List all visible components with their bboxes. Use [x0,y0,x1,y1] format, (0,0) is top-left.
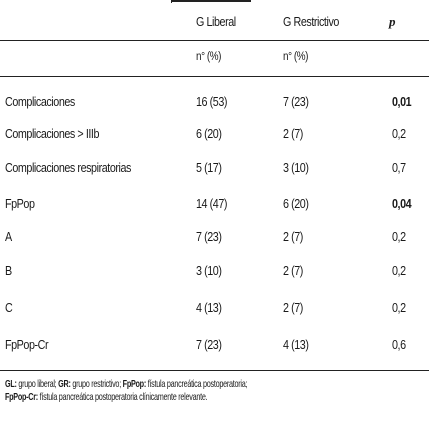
header-g-liberal: G Liberal [196,15,236,29]
value-p: 0,6 [392,338,406,352]
footnote-abbreviation: FpPop: [122,378,147,390]
footnote-definition: fístula pancreática postoperatoria clíni… [37,391,208,403]
value-restrictivo: 2 (7) [283,301,303,315]
row-label: Complicaciones [5,95,75,109]
value-liberal: 14 (47) [196,197,228,211]
value-liberal: 5 (17) [196,161,222,175]
value-liberal: 7 (23) [196,338,222,352]
top-stub-divider [171,0,172,3]
footnote-line-1: GL: grupo liberal; GR: grupo restrictivo… [5,378,419,391]
top-stub-rule [172,0,251,2]
bottom-rule [0,370,429,371]
value-p: 0,2 [392,301,406,315]
value-p: 0,2 [392,264,406,278]
value-liberal: 3 (10) [196,264,222,278]
row-label: FpPop-Cr [5,338,49,352]
footnote-definition: grupo liberal; [16,378,59,390]
value-restrictivo: 7 (23) [283,95,309,109]
footnote-abbreviation: GL: [5,378,17,390]
value-restrictivo: 6 (20) [283,197,309,211]
row-label: B [5,264,12,278]
subheader-rule [0,76,429,77]
value-restrictivo: 2 (7) [283,264,303,278]
header-rule [0,40,429,41]
value-liberal: 7 (23) [196,230,222,244]
value-restrictivo: 2 (7) [283,127,303,141]
row-label: FpPop [5,197,35,211]
footnote-definition: fístula pancreática postoperatoria; [145,378,248,390]
row-label: A [5,230,12,244]
footnote-abbreviation: FpPop-Cr: [5,391,38,403]
value-p: 0,2 [392,127,406,141]
value-p: 0,04 [392,197,412,211]
subheader-n-percent-liberal: n° (%) [196,51,222,63]
value-p: 0,7 [392,161,406,175]
row-label: Complicaciones > IIIb [5,127,100,141]
value-liberal: 16 (53) [196,95,228,109]
row-label: C [5,301,13,315]
value-restrictivo: 4 (13) [283,338,309,352]
header-p-value: p [389,14,396,29]
value-p: 0,01 [392,95,412,109]
row-label: Complicaciones respiratorias [5,161,131,175]
value-liberal: 4 (13) [196,301,222,315]
value-restrictivo: 2 (7) [283,230,303,244]
footnote-abbreviation: GR: [58,378,71,390]
footnote-line-2: FpPop-Cr: fístula pancreática postoperat… [5,391,419,404]
footnote-definition: grupo restrictivo; [70,378,123,390]
value-p: 0,2 [392,230,406,244]
value-restrictivo: 3 (10) [283,161,309,175]
header-g-restrictivo: G Restrictivo [283,15,339,29]
subheader-n-percent-restrictivo: n° (%) [283,51,309,63]
value-liberal: 6 (20) [196,127,222,141]
